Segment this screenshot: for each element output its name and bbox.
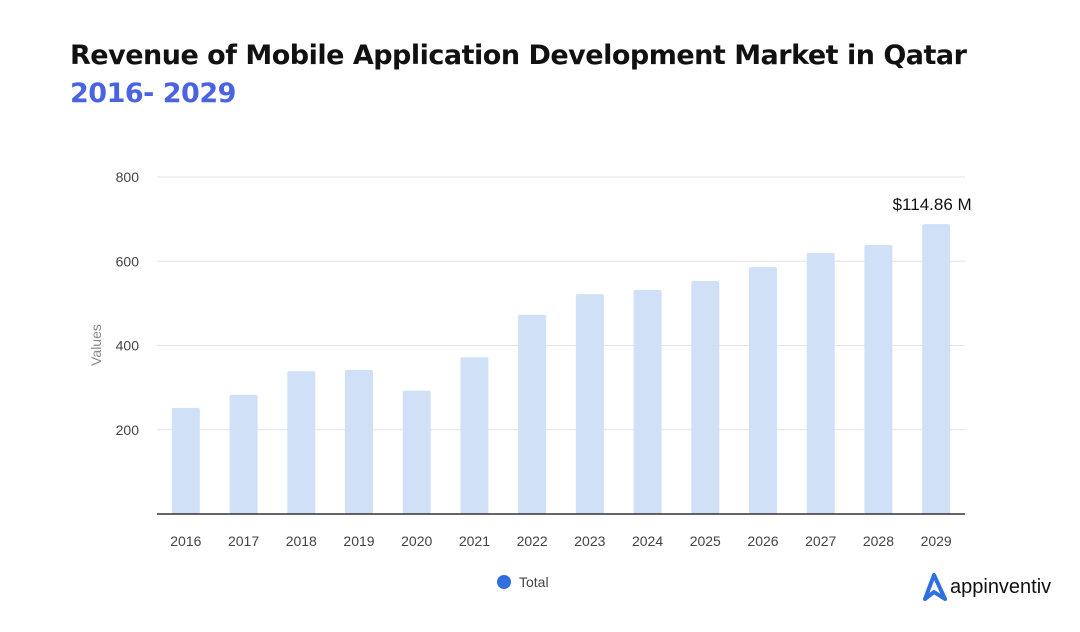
bar	[691, 281, 720, 514]
bar	[864, 244, 893, 515]
y-tick-label: 800	[116, 169, 140, 185]
x-tick-label: 2022	[517, 533, 548, 549]
bar	[518, 314, 547, 514]
x-tick-label: 2026	[747, 533, 778, 549]
bar	[749, 267, 777, 514]
data-annotation: $114.86 M	[893, 195, 972, 214]
x-tick-label: 2023	[574, 533, 605, 549]
x-tick-label: 2027	[805, 533, 836, 549]
bar	[633, 289, 662, 514]
bar	[575, 294, 604, 514]
x-tick-label: 2016	[170, 533, 201, 549]
bar	[806, 252, 835, 514]
bar	[171, 407, 200, 514]
legend-label: Total	[519, 574, 549, 590]
bar	[402, 390, 431, 514]
appinventiv-logo: appinventiv	[921, 573, 1051, 601]
bar	[922, 224, 951, 514]
bar	[460, 357, 489, 514]
logo-text: appinventiv	[950, 575, 1052, 598]
bar	[287, 371, 316, 514]
x-tick-label: 2019	[343, 533, 374, 549]
x-tick-label: 2025	[690, 533, 721, 549]
x-tick-label: 2018	[286, 533, 317, 549]
x-tick-label: 2028	[863, 533, 894, 549]
bar	[229, 394, 258, 514]
logo-mark-icon	[923, 573, 947, 601]
x-tick-label: 2029	[921, 533, 952, 549]
chart-title: Revenue of Mobile Application Developmen…	[70, 40, 967, 71]
y-tick-label: 200	[116, 422, 140, 438]
chart-subtitle: 2016- 2029	[70, 78, 236, 109]
x-tick-label: 2020	[401, 533, 432, 549]
legend-dot-icon	[497, 575, 511, 589]
x-tick-label: 2017	[228, 533, 259, 549]
legend[interactable]: Total	[497, 574, 549, 590]
x-tick-label: 2024	[632, 533, 663, 549]
x-tick-label: 2021	[459, 533, 490, 549]
bar	[345, 369, 373, 514]
y-tick-label: 400	[116, 338, 140, 354]
y-axis-label: Values	[88, 324, 104, 366]
y-tick-label: 600	[116, 253, 140, 269]
